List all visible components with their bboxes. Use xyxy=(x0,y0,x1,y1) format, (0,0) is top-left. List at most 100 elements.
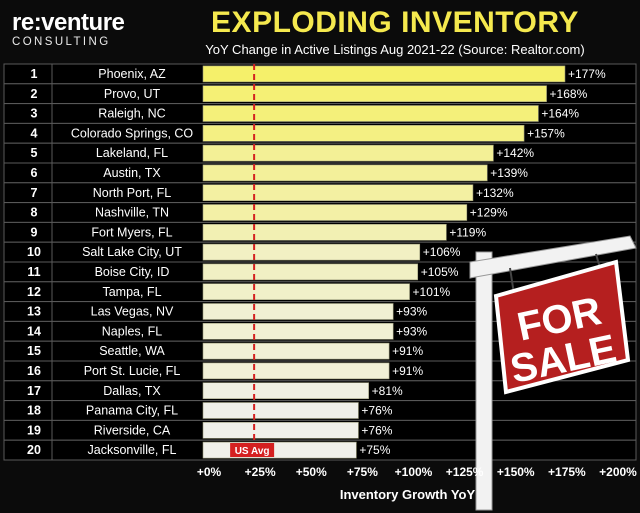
x-axis: +0% +25% +50% +75% +100% +125% +150% +175% +200%… xyxy=(197,465,637,502)
rank-label: 10 xyxy=(27,245,41,259)
x-tick-label: +0% xyxy=(197,465,222,479)
rank-label: 9 xyxy=(31,225,38,239)
rank-label: 11 xyxy=(27,265,40,279)
data-label: +142% xyxy=(496,146,534,160)
rank-label: 13 xyxy=(27,305,41,319)
category-label: Fort Myers, FL xyxy=(91,225,172,239)
brand-logo: re:venture CONSULTING xyxy=(12,9,132,49)
bar xyxy=(202,382,369,400)
bar xyxy=(202,421,359,439)
data-label: +139% xyxy=(490,166,528,180)
rank-label: 19 xyxy=(27,423,41,437)
rank-label: 14 xyxy=(27,324,41,338)
x-tick-label: +175% xyxy=(548,465,586,479)
data-label: +132% xyxy=(476,186,514,200)
x-tick-label: +50% xyxy=(296,465,327,479)
data-label: +91% xyxy=(392,364,423,378)
sign-post xyxy=(475,251,493,511)
category-label: North Port, FL xyxy=(93,186,172,200)
data-label: +177% xyxy=(568,67,606,81)
x-tick-label: +25% xyxy=(245,465,276,479)
bar xyxy=(202,243,421,261)
category-label: Boise City, ID xyxy=(95,265,170,279)
rank-label: 2 xyxy=(31,87,38,101)
category-label: Panama City, FL xyxy=(86,404,178,418)
rank-label: 15 xyxy=(27,344,41,358)
category-label: Phoenix, AZ xyxy=(98,67,166,81)
x-tick-label: +100% xyxy=(395,465,433,479)
rank-label: 18 xyxy=(27,404,41,418)
category-label: Salt Lake City, UT xyxy=(82,245,182,259)
data-label: +91% xyxy=(392,344,423,358)
sign-arm xyxy=(469,235,637,279)
chart-subtitle: YoY Change in Active Listings Aug 2021-2… xyxy=(205,42,585,57)
data-label: +93% xyxy=(396,305,427,319)
category-label: Austin, TX xyxy=(103,166,161,180)
bar xyxy=(202,105,539,122)
bar xyxy=(202,362,390,380)
bar xyxy=(202,402,359,419)
rank-label: 8 xyxy=(31,206,38,220)
us-avg-label: US Avg xyxy=(235,446,270,457)
data-label: +164% xyxy=(541,107,579,121)
data-label: +76% xyxy=(361,423,392,437)
data-label: +119% xyxy=(449,225,486,239)
data-label: +106% xyxy=(423,245,461,259)
rank-label: 7 xyxy=(31,186,38,200)
data-label: +129% xyxy=(470,206,508,220)
data-label: +157% xyxy=(527,126,565,140)
x-tick-label: +150% xyxy=(497,465,535,479)
category-label: Provo, UT xyxy=(104,87,161,101)
bar xyxy=(202,224,447,241)
bar xyxy=(202,164,488,182)
for-sale-sign-illustration: FOR SALE xyxy=(469,235,637,511)
bar xyxy=(202,125,525,142)
bar xyxy=(202,263,419,281)
brand-subtitle: CONSULTING xyxy=(12,36,111,48)
brand-name: re:venture xyxy=(12,9,125,36)
data-label: +81% xyxy=(372,384,403,398)
bar xyxy=(202,85,547,102)
bar xyxy=(202,342,390,360)
rank-label: 12 xyxy=(27,285,41,299)
category-label: Riverside, CA xyxy=(94,423,171,437)
bar xyxy=(202,283,410,301)
rank-label: 17 xyxy=(27,384,41,398)
category-label: Raleigh, NC xyxy=(98,107,165,121)
bar xyxy=(202,322,394,340)
bar xyxy=(202,303,394,320)
data-label: +101% xyxy=(413,285,451,299)
data-label: +93% xyxy=(396,324,427,338)
rank-label: 1 xyxy=(31,67,38,81)
rank-label: 6 xyxy=(31,166,38,180)
data-label: +168% xyxy=(550,87,588,101)
category-label: Jacksonville, FL xyxy=(88,443,177,457)
data-label: +75% xyxy=(359,443,390,457)
bar xyxy=(202,441,357,459)
sign-board xyxy=(493,259,631,395)
category-label: Nashville, TN xyxy=(95,206,169,220)
category-label: Tampa, FL xyxy=(102,285,161,299)
category-label: Port St. Lucie, FL xyxy=(84,364,181,378)
category-label: Dallas, TX xyxy=(103,384,161,398)
category-label: Las Vegas, NV xyxy=(91,305,174,319)
us-avg-badge xyxy=(230,443,275,457)
bar xyxy=(202,144,494,162)
x-tick-label: +125% xyxy=(446,465,484,479)
rank-label: 16 xyxy=(27,364,41,378)
category-label: Lakeland, FL xyxy=(96,146,168,160)
x-tick-label: +75% xyxy=(347,465,378,479)
rank-label: 5 xyxy=(31,146,38,160)
data-label: +105% xyxy=(421,265,459,279)
category-label: Naples, FL xyxy=(102,324,162,338)
rank-label: 4 xyxy=(31,126,38,140)
rank-label: 20 xyxy=(27,443,41,457)
category-label: Colorado Springs, CO xyxy=(71,126,194,140)
chart-bars: +177% +168% +164% +157% +142% +139% +132% +129%… xyxy=(202,64,606,459)
rank-label: 3 xyxy=(31,107,38,121)
data-label: +76% xyxy=(361,404,392,418)
x-axis-label: Inventory Growth YoY xyxy=(340,487,476,502)
bar xyxy=(202,65,566,83)
x-tick-label: +200% xyxy=(599,465,637,479)
